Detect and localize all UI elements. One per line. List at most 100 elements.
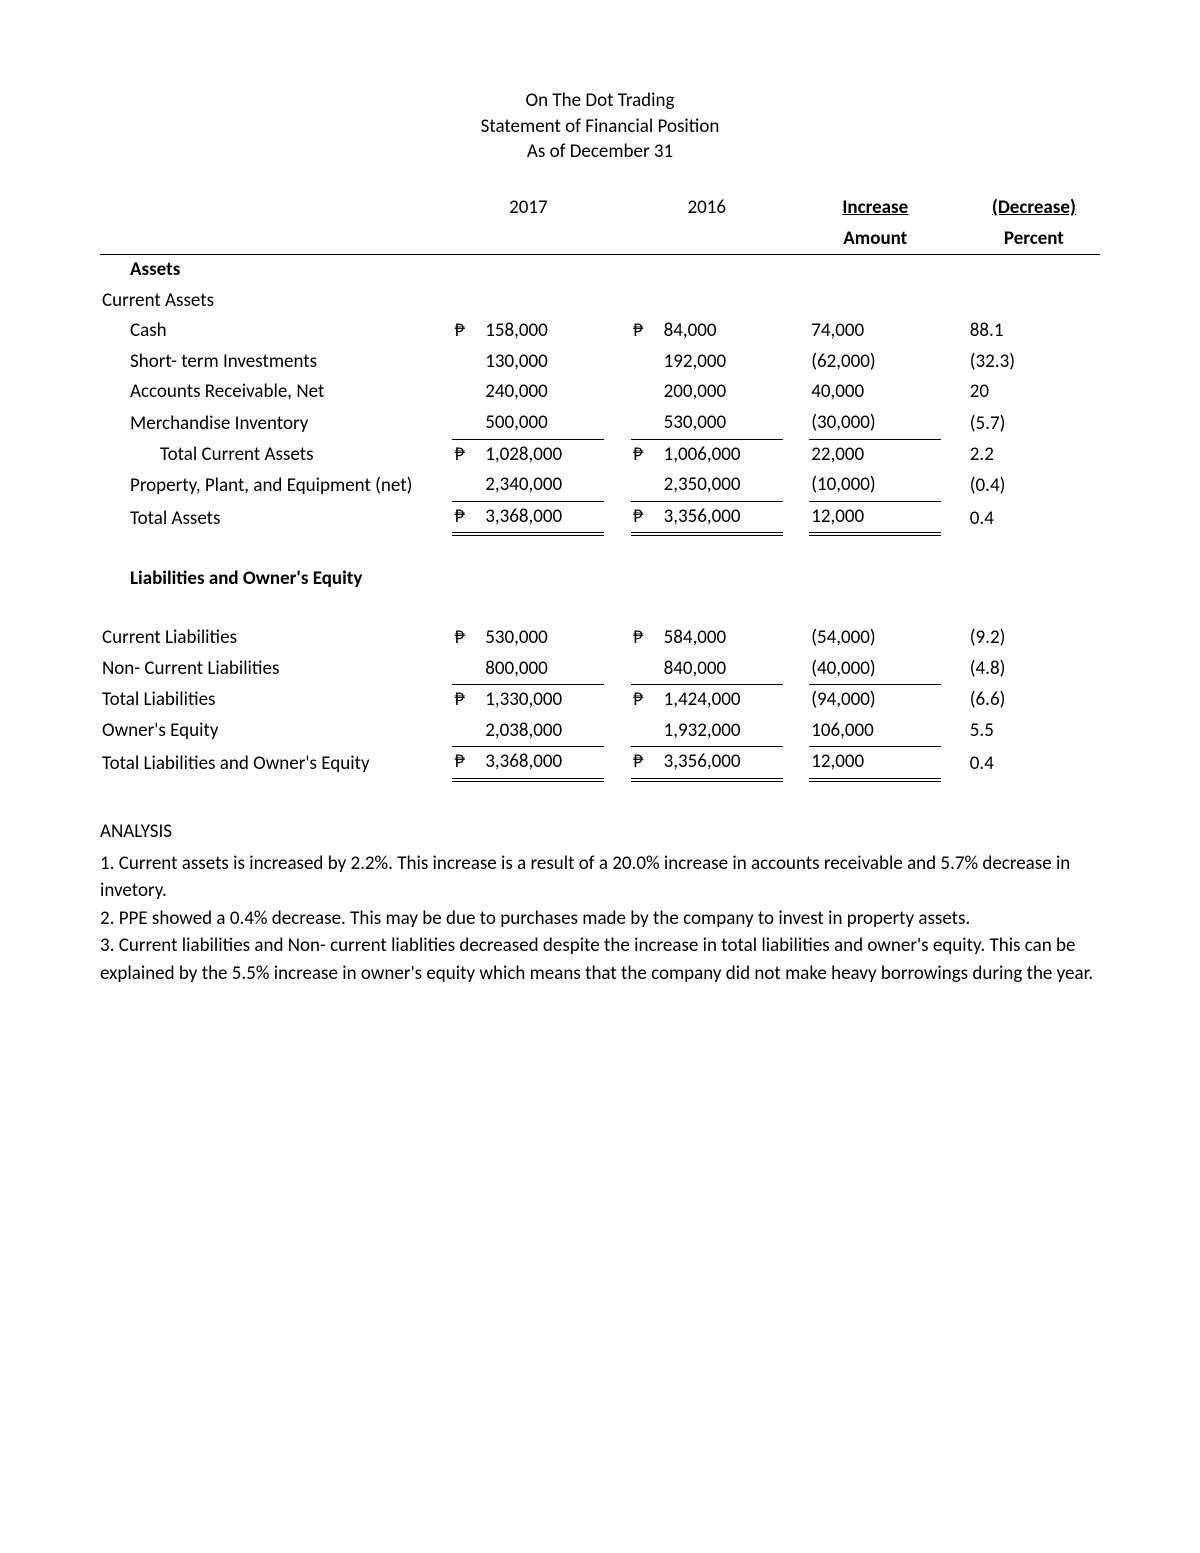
col-amount: Amount [809,224,941,255]
tl-2017: 1,330,000 [483,685,604,716]
tloe-2016: 3,356,000 [662,747,783,780]
liab-equity-heading: Liabilities and Owner's Equity [100,564,452,595]
cl-label: Current Liabilities [100,623,452,654]
ncl-2016: 840,000 [662,654,783,685]
analysis-section: ANALYSIS 1. Current assets is increased … [100,818,1100,987]
tl-pct: (6.6) [968,685,1100,716]
ppe-pct: (0.4) [968,470,1100,501]
cash-2017: 158,000 [483,316,604,347]
ppe-2016: 2,350,000 [662,470,783,501]
tloe-pct: 0.4 [968,747,1100,780]
sti-amt: (62,000) [809,347,941,378]
currency-symbol: ₱ [452,316,483,347]
currency-symbol: ₱ [631,623,662,654]
tl-amt: (94,000) [809,685,941,716]
col-decrease: (Decrease) [968,193,1100,224]
cl-amt: (54,000) [809,623,941,654]
inv-amt: (30,000) [809,408,941,439]
currency-symbol: ₱ [631,439,662,470]
tloe-row: Total Liabilities and Owner's Equity ₱ 3… [100,747,1100,780]
ta-pct: 0.4 [968,501,1100,534]
tloe-amt: 12,000 [809,747,941,780]
currency-symbol: ₱ [631,501,662,534]
cash-label: Cash [100,316,452,347]
ar-2017: 240,000 [483,377,604,408]
company-name: On The Dot Trading [100,88,1100,114]
col-2016: 2016 [631,193,783,224]
tca-pct: 2.2 [968,439,1100,470]
cash-2016: 84,000 [662,316,783,347]
statement-title: Statement of Financial Position [100,114,1100,140]
tl-2016: 1,424,000 [662,685,783,716]
currency-symbol: ₱ [631,747,662,780]
currency-symbol: ₱ [452,685,483,716]
document-page: On The Dot Trading Statement of Financia… [0,0,1200,1553]
ta-label: Total Assets [100,501,452,534]
tloe-2017: 3,368,000 [483,747,604,780]
report-header: On The Dot Trading Statement of Financia… [100,88,1100,165]
assets-heading: Assets [100,255,452,286]
ar-pct: 20 [968,377,1100,408]
sti-label: Short- term Investments [100,347,452,378]
tca-2016: 1,006,000 [662,439,783,470]
currency-symbol: ₱ [452,623,483,654]
tl-label: Total Liabilities [100,685,452,716]
inv-2017: 500,000 [483,408,604,439]
inv-row: Merchandise Inventory 500,000 530,000 (3… [100,408,1100,439]
ar-amt: 40,000 [809,377,941,408]
current-assets-label: Current Assets [100,286,452,317]
tloe-label: Total Liabilities and Owner's Equity [100,747,452,780]
financial-table: 2017 2016 Increase (Decrease) Amount Per… [100,193,1100,782]
oe-row: Owner's Equity 2,038,000 1,932,000 106,0… [100,716,1100,747]
header-row-2: Amount Percent [100,224,1100,255]
ncl-amt: (40,000) [809,654,941,685]
tl-row: Total Liabilities ₱ 1,330,000 ₱ 1,424,00… [100,685,1100,716]
inv-label: Merchandise Inventory [100,408,452,439]
sti-2016: 192,000 [662,347,783,378]
as-of-date: As of December 31 [100,139,1100,165]
ar-row: Accounts Receivable, Net 240,000 200,000… [100,377,1100,408]
col-2017: 2017 [452,193,604,224]
tca-amt: 22,000 [809,439,941,470]
oe-amt: 106,000 [809,716,941,747]
ta-2017: 3,368,000 [483,501,604,534]
current-assets-row: Current Assets [100,286,1100,317]
ppe-label: Property, Plant, and Equipment (net) [100,470,452,501]
inv-2016: 530,000 [662,408,783,439]
header-row-1: 2017 2016 Increase (Decrease) [100,193,1100,224]
cl-2016: 584,000 [662,623,783,654]
oe-pct: 5.5 [968,716,1100,747]
ncl-pct: (4.8) [968,654,1100,685]
analysis-point-3: 3. Current liabilities and Non- current … [100,932,1100,987]
sti-row: Short- term Investments 130,000 192,000 … [100,347,1100,378]
analysis-point-2: 2. PPE showed a 0.4% decrease. This may … [100,905,1100,933]
sti-2017: 130,000 [483,347,604,378]
inv-pct: (5.7) [968,408,1100,439]
assets-section: Assets [100,255,1100,286]
tca-2017: 1,028,000 [483,439,604,470]
ncl-row: Non- Current Liabilities 800,000 840,000… [100,654,1100,685]
cl-2017: 530,000 [483,623,604,654]
ppe-amt: (10,000) [809,470,941,501]
oe-label: Owner's Equity [100,716,452,747]
currency-symbol: ₱ [452,747,483,780]
cash-pct: 88.1 [968,316,1100,347]
currency-symbol: ₱ [631,316,662,347]
analysis-title: ANALYSIS [100,818,1100,846]
col-percent: Percent [968,224,1100,255]
currency-symbol: ₱ [452,501,483,534]
ta-2016: 3,356,000 [662,501,783,534]
currency-symbol: ₱ [452,439,483,470]
liab-equity-section: Liabilities and Owner's Equity [100,564,1100,595]
ar-2016: 200,000 [662,377,783,408]
ppe-row: Property, Plant, and Equipment (net) 2,3… [100,470,1100,501]
ncl-label: Non- Current Liabilities [100,654,452,685]
cl-pct: (9.2) [968,623,1100,654]
sti-pct: (32.3) [968,347,1100,378]
ncl-2017: 800,000 [483,654,604,685]
tca-label: Total Current Assets [100,439,452,470]
cash-row: Cash ₱ 158,000 ₱ 84,000 74,000 88.1 [100,316,1100,347]
oe-2016: 1,932,000 [662,716,783,747]
ar-label: Accounts Receivable, Net [100,377,452,408]
cash-amt: 74,000 [809,316,941,347]
